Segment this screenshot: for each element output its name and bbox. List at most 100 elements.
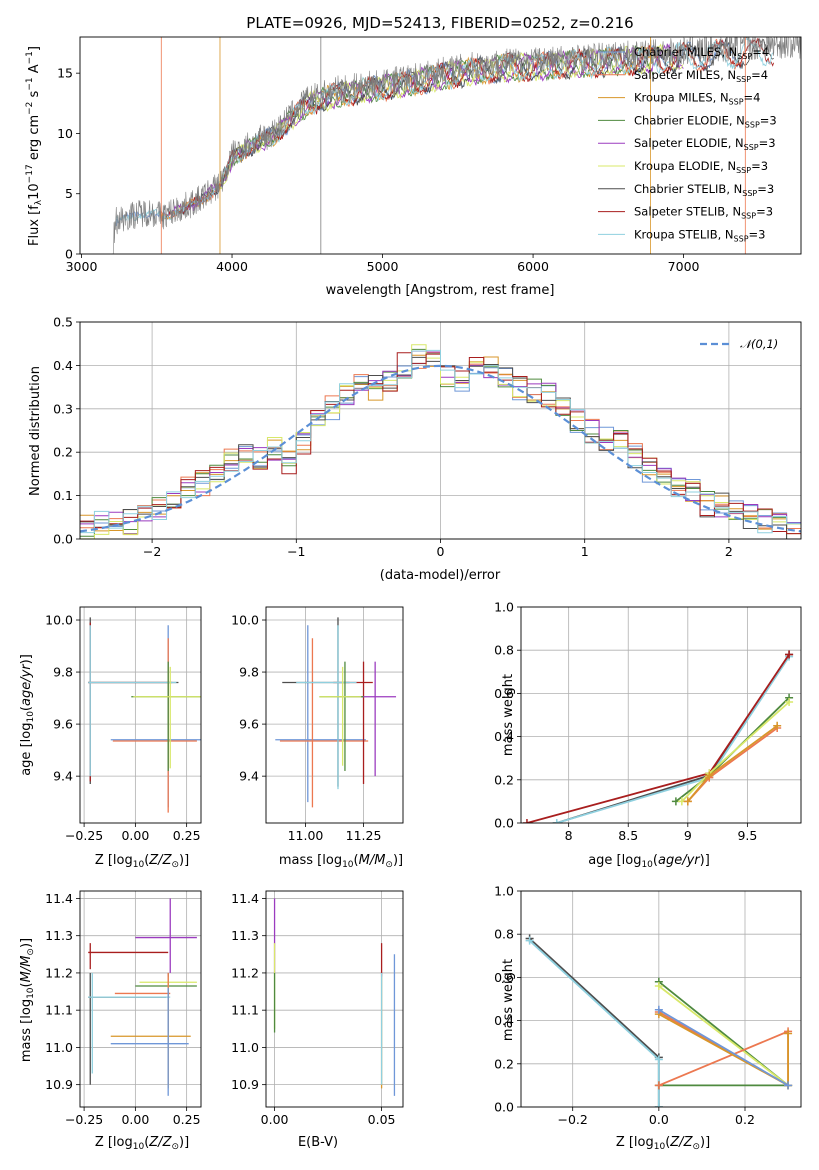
weight-vs-Z-lines xyxy=(525,934,793,1107)
age-vs-mass-ytick-label: 9.6 xyxy=(239,717,259,732)
legend-label: Chabrier ELODIE, NSSP=3 xyxy=(634,113,777,129)
age-vs-mass-xtick-label: 11.00 xyxy=(288,828,324,843)
mass-vs-Z-ytick-label: 11.4 xyxy=(45,891,73,906)
legend-label: Salpeter MILES, NSSP=4 xyxy=(634,68,768,84)
weight-line xyxy=(556,654,790,823)
residuals-ytick-label: 0.1 xyxy=(53,488,73,503)
residual-histogram xyxy=(80,349,801,534)
weight-marker xyxy=(654,1081,663,1090)
mass-vs-ebv-ytick-label: 11.4 xyxy=(231,891,259,906)
weight-line xyxy=(681,701,790,803)
weight-vs-age-xtick-label: 9.5 xyxy=(737,828,757,843)
weight-vs-Z-xtick-label: 0.0 xyxy=(649,1112,669,1127)
weight-marker xyxy=(522,819,531,823)
residuals-xtick-label: 0 xyxy=(437,544,445,559)
mass-vs-Z-frame xyxy=(79,890,202,1108)
spectrum-lines xyxy=(112,37,801,254)
weight-marker xyxy=(784,1081,793,1090)
age-vs-Z-ytick-label: 9.6 xyxy=(53,717,73,732)
mass-vs-Z-points xyxy=(88,898,197,1096)
spectrum-xtick-label: 7000 xyxy=(668,259,700,274)
legend-label: Kroupa MILES, NSSP=4 xyxy=(634,91,760,107)
spectrum-xtick-label: 4000 xyxy=(216,259,248,274)
weight-vs-Z-ytick-label: 0.0 xyxy=(494,1100,514,1115)
age-vs-Z-xtick-label: 0.25 xyxy=(173,828,201,843)
spectrum-frame xyxy=(79,36,802,255)
weight-marker xyxy=(785,698,794,707)
normal-legend-label: 𝒩(0,1) xyxy=(740,337,778,351)
residuals-ytick-label: 0.3 xyxy=(53,401,73,416)
age-xlabel: age [log10(age/yr)] xyxy=(588,853,710,870)
mass-vs-Z-xtick-label: 0.25 xyxy=(173,1112,201,1127)
age-vs-mass-points xyxy=(275,617,397,808)
z-xlabel-3: Z [log10(Z/Z⊙)] xyxy=(616,1135,710,1152)
weight-line xyxy=(658,985,789,1087)
weight-vs-age-ytick-label: 0.2 xyxy=(494,772,514,787)
legend-label: Salpeter STELIB, NSSP=3 xyxy=(634,205,773,221)
age-vs-Z-ytick-label: 10.0 xyxy=(45,613,73,628)
weight-vs-Z-frame xyxy=(520,890,802,1108)
age-vs-mass-ytick-label: 10.0 xyxy=(231,613,259,628)
residuals-ytick-label: 0.2 xyxy=(53,445,73,460)
weight-vs-age-lines xyxy=(522,650,794,823)
residuals-ytick-label: 0.4 xyxy=(53,358,73,373)
mass-vs-Z-ytick-label: 11.2 xyxy=(45,965,73,980)
residual-histogram xyxy=(80,344,801,539)
age-vs-Z-ytick-label: 9.4 xyxy=(53,769,73,784)
weight-age-ylabel: mass weight xyxy=(501,674,516,756)
spectrum-ytick-label: 5 xyxy=(65,186,73,201)
residuals-ytick-label: 0.5 xyxy=(53,315,73,330)
age-vs-Z-xtick-label: 0.00 xyxy=(121,828,149,843)
residual-hists xyxy=(80,344,801,539)
weight-vs-age-xtick-label: 8.5 xyxy=(618,828,638,843)
weight-marker xyxy=(705,771,714,780)
weight-marker xyxy=(654,1103,663,1107)
weight-vs-age-ytick-label: 0.6 xyxy=(494,686,514,701)
legend-label: Salpeter ELODIE, NSSP=3 xyxy=(634,136,776,152)
mass-vs-ebv-ytick-label: 11.3 xyxy=(231,928,259,943)
weight-marker xyxy=(654,1055,663,1064)
weight-marker xyxy=(784,1029,793,1038)
spectrum-xtick-label: 5000 xyxy=(367,259,399,274)
weight-vs-Z-ytick-label: 0.6 xyxy=(494,970,514,985)
z-xlabel-1: Z [log10(Z/Z⊙)] xyxy=(95,853,189,870)
weight-marker xyxy=(683,797,692,806)
age-ylabel: age [log10(age/yr)] xyxy=(19,654,36,776)
weight-line xyxy=(675,697,790,803)
mass-vs-Z-ytick-label: 10.9 xyxy=(45,1077,73,1092)
residuals-ytick-label: 0.0 xyxy=(53,532,73,547)
residuals-xtick-label: −2 xyxy=(143,544,161,559)
ebv-xlabel: E(B-V) xyxy=(298,1135,338,1150)
mass-vs-ebv-xtick-label: 0.05 xyxy=(368,1112,396,1127)
mass-ylabel: mass [log10(M/M⊙)] xyxy=(19,938,36,1062)
weight-vs-Z-axes: −0.2 0.0 0.2 0.0 0.2 0.4 0.6 0.8 1.0 xyxy=(494,884,801,1127)
mass-vs-Z-xtick-label: 0.00 xyxy=(121,1112,149,1127)
weight-marker xyxy=(654,982,663,991)
weight-vs-Z-ytick-label: 0.8 xyxy=(494,927,514,942)
age-vs-Z-axes: −0.25 0.00 0.25 9.4 9.6 9.8 10.0 xyxy=(45,607,201,843)
weight-marker xyxy=(773,721,782,730)
residuals-axes: −2 −1 0 1 2 0.0 0.1 0.2 0.3 0.4 0.5 xyxy=(53,315,801,559)
weight-line xyxy=(528,940,660,1107)
weight-vs-age-ytick-label: 1.0 xyxy=(494,600,514,615)
mass-vs-ebv-frame xyxy=(265,890,404,1108)
age-vs-mass-ytick-label: 9.4 xyxy=(239,769,259,784)
age-vs-mass-axes: 11.00 11.25 9.4 9.6 9.8 10.0 xyxy=(231,607,403,843)
weight-vs-Z-xtick-label: −0.2 xyxy=(558,1112,588,1127)
weight-vs-Z-ytick-label: 1.0 xyxy=(494,884,514,899)
mass-vs-Z-ytick-label: 11.1 xyxy=(45,1003,73,1018)
weight-line xyxy=(526,653,790,823)
residuals-frame xyxy=(79,321,802,540)
spectrum-xtick-label: 3000 xyxy=(66,259,98,274)
plot-title: PLATE=0926, MJD=52413, FIBERID=0252, z=0… xyxy=(246,14,633,32)
spectrum-model-line xyxy=(165,37,774,220)
weight-vs-Z-ytick-label: 0.4 xyxy=(494,1013,514,1028)
residuals-xtick-label: 2 xyxy=(725,544,733,559)
weight-line xyxy=(556,656,790,823)
normal-curve xyxy=(80,364,801,533)
weight-z-ylabel: mass weight xyxy=(501,959,516,1041)
mass-vs-ebv-ytick-label: 11.0 xyxy=(231,1040,259,1055)
mass-vs-ebv-axes: 0.00 0.05 10.9 11.0 11.1 11.2 11.3 11.4 xyxy=(231,891,403,1127)
weight-line xyxy=(528,937,660,1107)
